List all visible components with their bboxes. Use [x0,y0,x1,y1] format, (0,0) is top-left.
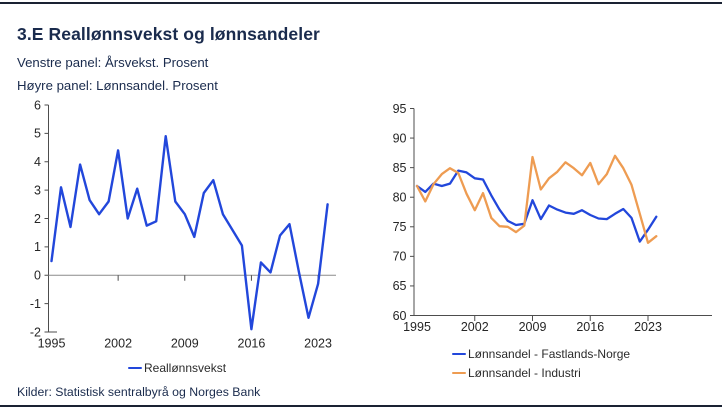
y-tick-label: -1 [30,297,41,311]
reall-nnsvekst-line [50,134,329,331]
x-tick-label: 2009 [519,320,547,334]
y-tick-label: 90 [393,131,407,145]
y-tick-label: 75 [393,220,407,234]
l-nnsandel-fastlands-norge-line [415,169,658,243]
y-tick-label: 60 [393,309,407,323]
x-tick-label: 1995 [403,320,431,334]
left-chart-legend: Reallønnsvekst [128,361,226,375]
legend-label-industri: Lønnsandel - Industri [468,366,581,380]
y-tick-label: 2 [34,212,41,226]
chart-title: 3.E Reallønnsvekst og lønnsandeler [17,24,320,44]
x-tick-label: 2016 [238,337,266,351]
x-tick-label: 2016 [576,320,604,334]
x-tick-label: 2023 [634,320,662,334]
legend-label-reallonnsvekst: Reallønnsvekst [144,361,227,375]
right-chart-legend-row-1: Lønnsandel - Fastlands-Norge [452,347,630,361]
x-tick-label: 1995 [38,337,66,351]
legend-line-sample-reallonnsvekst [128,366,142,370]
bottom-border [0,405,722,407]
y-tick-label: 5 [34,127,41,141]
subtitle-left-panel: Venstre panel: Årsvekst. Prosent [17,55,209,70]
y-tick-label: 65 [393,279,407,293]
y-tick-label: 3 [34,183,41,197]
y-tick-label: 85 [393,161,407,175]
y-tick-label: 0 [34,269,41,283]
x-tick-label: 2009 [171,337,199,351]
x-tick-label: 2002 [461,320,489,334]
right-chart-legend-row-2: Lønnsandel - Industri [452,366,581,380]
x-tick-label: 2023 [304,337,332,351]
l-nnsandel-industri-line [415,154,658,244]
legend-line-sample-industri [452,371,466,375]
y-tick-label: 1 [34,240,41,254]
legend-line-sample-fastlands-norge [452,352,466,356]
y-tick-label: 80 [393,191,407,205]
y-tick-label: 70 [393,250,407,264]
subtitle-right-panel: Høyre panel: Lønnsandel. Prosent [17,78,218,93]
legend-label-fastlands-norge: Lønnsandel - Fastlands-Norge [468,347,631,361]
y-tick-label: -2 [30,325,41,339]
x-tick-label: 2002 [104,337,132,351]
sources-note: Kilder: Statistisk sentralbyrå og Norges… [17,385,261,399]
y-tick-label: 6 [34,98,41,112]
top-border [0,2,722,4]
y-tick-label: 95 [393,102,407,116]
y-tick-label: 4 [34,155,41,169]
